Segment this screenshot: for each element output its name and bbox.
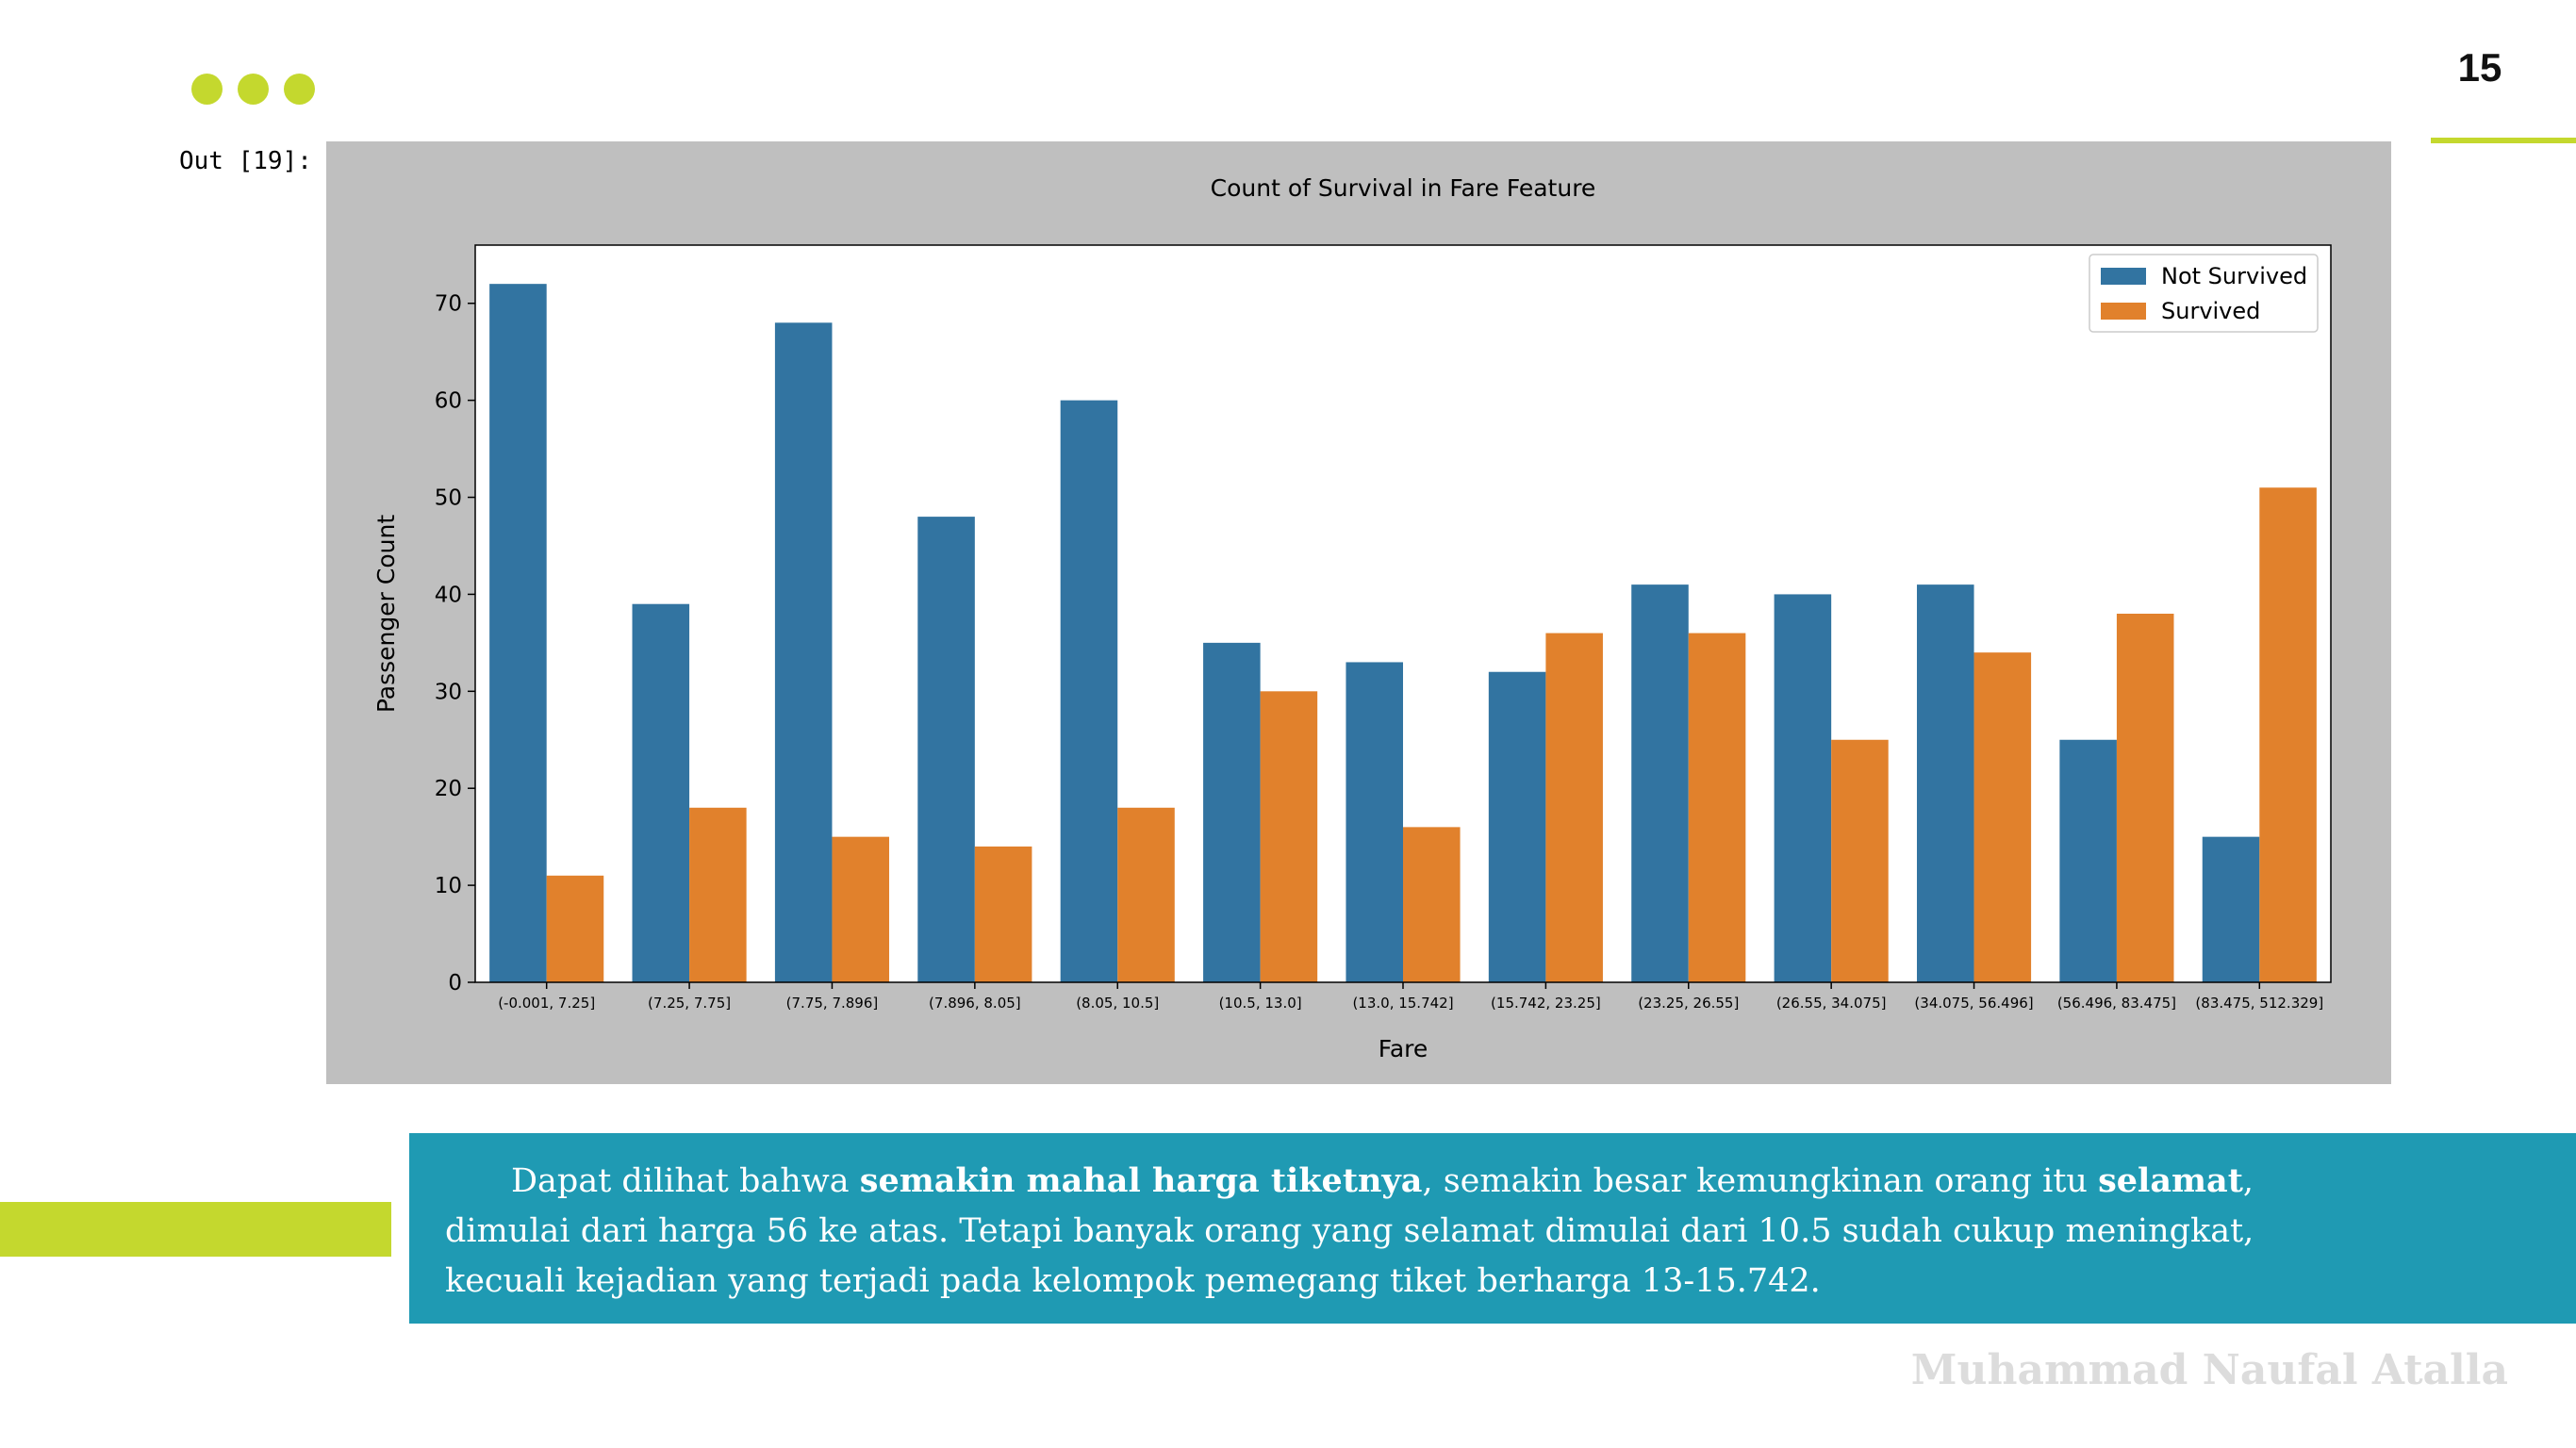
x-tick-label: (7.75, 7.896] [786, 995, 879, 1012]
chart-title: Count of Survival in Fare Feature [1211, 174, 1596, 202]
bar-chart: 0 10 20 30 40 50 60 70 (-0.001, 7.25] (7.25, 7.75… [372, 174, 2332, 1062]
legend-swatch [2101, 268, 2146, 285]
output-label: Out [19]: [179, 147, 312, 175]
description-box: Dapat dilihat bahwa semakin mahal harga … [409, 1133, 2576, 1324]
bar-not-survived [632, 603, 690, 982]
y-tick-label: 30 [435, 680, 462, 704]
x-tick-label: (56.496, 83.475] [2057, 995, 2176, 1012]
legend-label: Survived [2161, 298, 2260, 324]
y-tick-label: 40 [435, 583, 462, 607]
x-tick-label: (34.075, 56.496] [1914, 995, 2033, 1012]
legend-box [2089, 254, 2319, 333]
bar-survived [1260, 691, 1318, 982]
text-segment: Dapat dilihat bahwa [511, 1162, 860, 1200]
x-tick-label: (23.25, 26.55] [1638, 995, 1739, 1012]
bar-survived [1973, 652, 2032, 982]
accent-line-top [2431, 138, 2576, 143]
bar-not-survived [774, 322, 833, 982]
bar-not-survived [1631, 584, 1689, 982]
bar-not-survived [1060, 400, 1118, 982]
bar-survived [2116, 614, 2174, 982]
y-tick-label: 0 [448, 971, 462, 996]
x-tick-label: (10.5, 13.0] [1219, 995, 1302, 1012]
page-number: 15 [2457, 45, 2502, 90]
x-tick-label: (7.896, 8.05] [929, 995, 1021, 1012]
dot-icon [238, 74, 269, 105]
author-name: Muhammad Naufal Atalla [1910, 1346, 2508, 1394]
bar-not-survived [1916, 584, 1974, 982]
decorative-dots [191, 74, 315, 105]
accent-bar-left [0, 1202, 391, 1257]
bar-survived [1403, 827, 1461, 982]
plot-frame [474, 244, 2332, 983]
bar-not-survived [2202, 836, 2260, 982]
y-tick-label: 60 [435, 389, 462, 414]
bar-survived [1688, 633, 1746, 982]
description-text: Dapat dilihat bahwa semakin mahal harga … [445, 1156, 2331, 1307]
bar-not-survived [2059, 739, 2117, 982]
x-axis-label: Fare [1379, 1035, 1428, 1062]
x-tick-label: (8.05, 10.5] [1076, 995, 1159, 1012]
bar-survived [1117, 807, 1175, 982]
bold-segment: selamat [2098, 1161, 2243, 1200]
bold-segment: semakin mahal harga tiketnya [859, 1161, 1423, 1200]
y-tick-label: 50 [435, 486, 462, 511]
bar-not-survived [489, 284, 547, 982]
chart-panel: 0 10 20 30 40 50 60 70 (-0.001, 7.25] (7.25, 7.75… [326, 141, 2391, 1084]
x-tick-label: (15.742, 23.25] [1491, 995, 1601, 1012]
x-tick-label: (26.55, 34.075] [1776, 995, 1887, 1012]
text-segment: , semakin besar kemungkinan orang itu [1422, 1162, 2099, 1200]
bar-survived [546, 875, 604, 982]
bar-survived [1831, 739, 1889, 982]
bar-not-survived [1203, 642, 1261, 982]
y-axis-label: Passenger Count [372, 515, 400, 713]
x-tick-label: (13.0, 15.742] [1352, 995, 1453, 1012]
x-tick-label: (83.475, 512.329] [2195, 995, 2323, 1012]
y-tick-label: 20 [435, 777, 462, 801]
bar-survived [689, 807, 747, 982]
bar-not-survived [1488, 671, 1546, 982]
bar-survived [832, 836, 890, 982]
legend-swatch [2101, 303, 2146, 320]
bar-survived [974, 846, 1032, 982]
dot-icon [191, 74, 223, 105]
legend-label: Not Survived [2161, 263, 2307, 289]
x-tick-label: (7.25, 7.75] [648, 995, 731, 1012]
text-segment: , dimulai dari harga 56 ke atas. Tetapi … [445, 1162, 2254, 1300]
dot-icon [284, 74, 315, 105]
bar-survived [2259, 487, 2317, 982]
bar-not-survived [1774, 594, 1832, 982]
y-tick-label: 10 [435, 874, 462, 898]
bar-not-survived [1346, 662, 1403, 982]
bar-survived [1545, 633, 1603, 982]
x-tick-label: (-0.001, 7.25] [498, 995, 595, 1012]
bar-not-survived [917, 517, 975, 982]
y-tick-label: 70 [435, 292, 462, 317]
